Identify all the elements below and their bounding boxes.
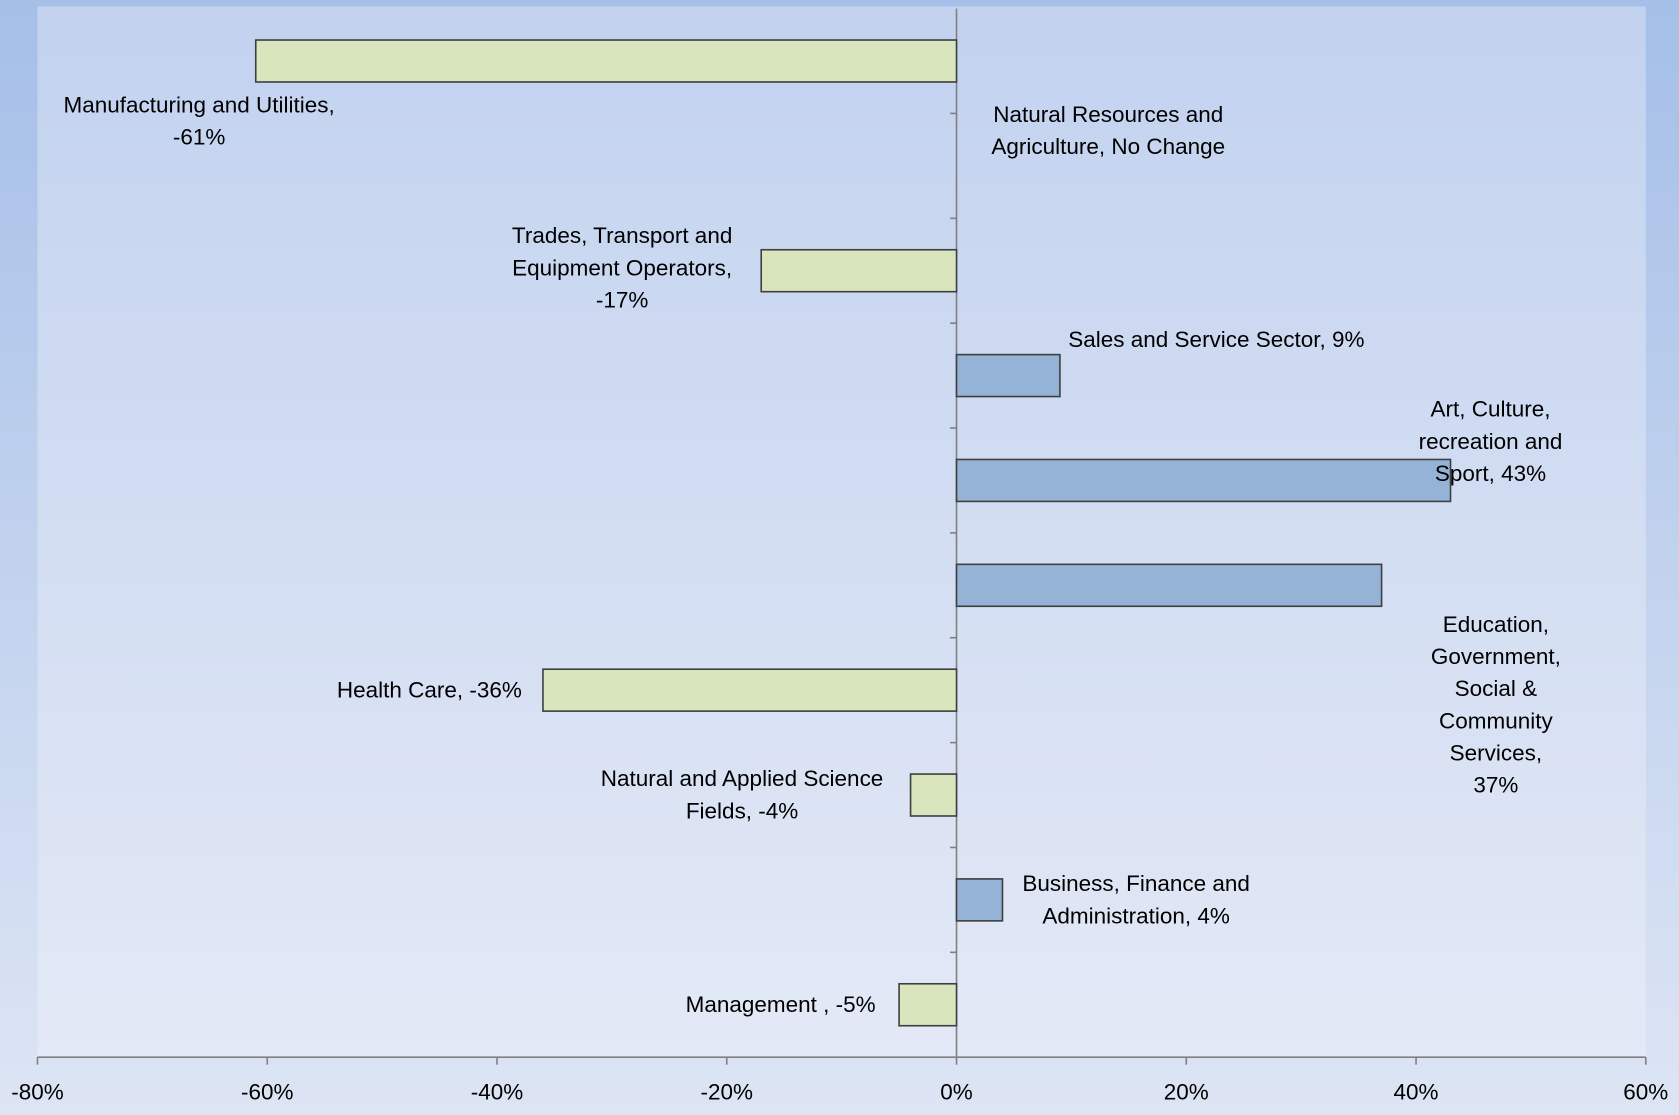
data-label: Business, Finance and Administration, 4% xyxy=(1022,871,1250,929)
bar xyxy=(760,248,958,293)
x-tick-label: 20% xyxy=(1164,1080,1209,1105)
bar xyxy=(955,563,1383,608)
data-label: Art, Culture, recreation and Sport, 43% xyxy=(1418,397,1563,487)
data-label: Natural and Applied Science Fields, -4% xyxy=(600,766,884,824)
x-tick-label: 0% xyxy=(940,1080,972,1105)
x-tick-label: -60% xyxy=(241,1080,293,1105)
data-label: Natural Resources and Agriculture, No Ch… xyxy=(991,102,1226,160)
bar xyxy=(955,878,1004,922)
x-tick-label: -40% xyxy=(471,1080,523,1105)
x-tick-label: 60% xyxy=(1623,1080,1668,1105)
bar xyxy=(542,668,958,712)
x-tick-label: -20% xyxy=(701,1080,753,1105)
x-tick-label: -80% xyxy=(11,1080,63,1105)
data-label: Sales and Service Sector, 9% xyxy=(1068,327,1365,353)
bar xyxy=(898,982,958,1027)
data-label: Trades, Transport and Equipment Operator… xyxy=(511,223,733,313)
plot-area xyxy=(37,6,1646,1058)
data-label: Health Care, -36% xyxy=(336,678,522,703)
bar xyxy=(909,773,958,817)
data-label: Manufacturing and Utilities, -61% xyxy=(63,93,335,150)
bar xyxy=(254,39,958,83)
data-label: Education, Government, Social & Communit… xyxy=(1430,612,1561,798)
bar xyxy=(955,353,1061,398)
x-tick-label: 40% xyxy=(1394,1080,1439,1105)
bar xyxy=(955,458,1452,503)
data-label: Management , -5% xyxy=(685,992,876,1018)
